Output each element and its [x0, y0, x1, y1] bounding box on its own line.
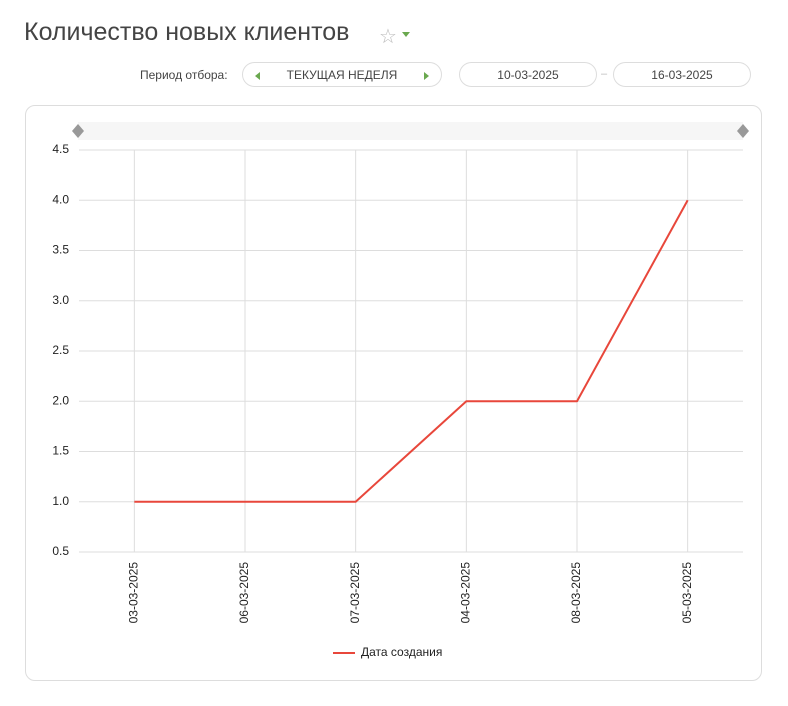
y-tick-label: 4.5 [52, 142, 69, 156]
navigator-handle[interactable] [737, 124, 749, 138]
x-tick-label: 08-03-2025 [569, 562, 583, 624]
next-arrow[interactable] [424, 72, 429, 80]
navigator-handle[interactable] [72, 124, 84, 138]
x-tick-label: 03-03-2025 [127, 562, 141, 624]
page-title: Количество новых клиентов [24, 18, 350, 46]
navigator [78, 122, 743, 140]
x-tick-label: 04-03-2025 [459, 562, 473, 624]
y-tick-label: 2.5 [52, 343, 69, 357]
legend-label: Дата создания [361, 645, 442, 659]
y-tick-label: 3.5 [52, 243, 69, 257]
favorite-star[interactable]: ☆ [379, 26, 397, 48]
y-tick-label: 3.0 [52, 293, 69, 307]
title-menu[interactable] [402, 32, 410, 37]
y-tick-label: 2.0 [52, 393, 69, 407]
x-tick-label: 05-03-2025 [680, 562, 694, 624]
y-tick-label: 1.0 [52, 494, 69, 508]
chart-card [25, 105, 762, 681]
date-to[interactable]: 16-03-2025 [613, 62, 751, 87]
prev-arrow[interactable] [255, 72, 260, 80]
filter-label: Период отбора: [140, 68, 228, 82]
y-tick-label: 1.5 [52, 444, 69, 458]
date-separator: – [601, 68, 608, 80]
y-tick-label: 0.5 [52, 544, 69, 558]
x-tick-label: 06-03-2025 [237, 562, 251, 624]
date-from[interactable]: 10-03-2025 [459, 62, 597, 87]
x-tick-label: 07-03-2025 [348, 562, 362, 624]
period-text: ТЕКУЩАЯ НЕДЕЛЯ [286, 68, 398, 82]
y-tick-label: 4.0 [52, 192, 69, 206]
period-selector[interactable]: ТЕКУЩАЯ НЕДЕЛЯ [242, 62, 442, 87]
series-line [134, 199, 689, 503]
